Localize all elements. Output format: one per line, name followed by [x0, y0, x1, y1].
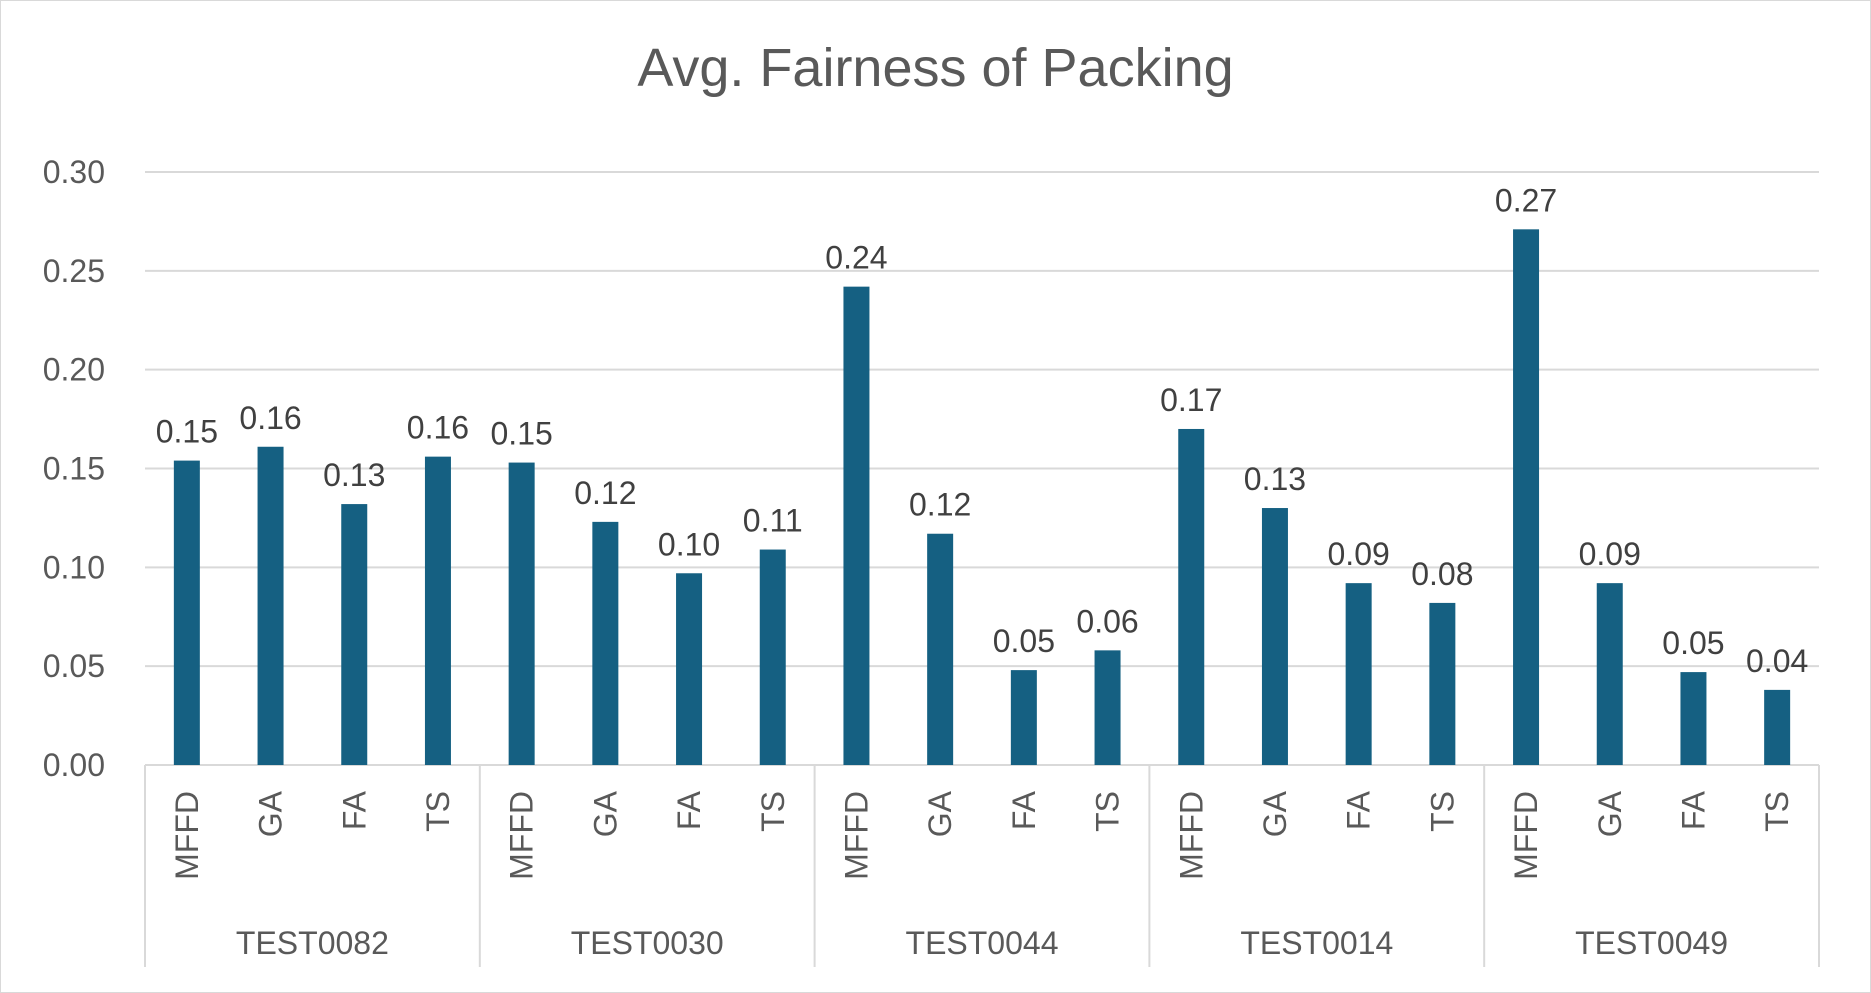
data-label: 0.05 — [993, 623, 1055, 659]
y-tick-label: 0.30 — [43, 154, 105, 190]
bar — [1764, 689, 1791, 765]
data-label: 0.06 — [1076, 603, 1138, 639]
x-tick-label: GA — [1257, 790, 1293, 837]
bar — [173, 460, 200, 765]
bar — [676, 573, 703, 765]
x-tick-label: TS — [420, 791, 456, 832]
data-label: 0.10 — [658, 526, 720, 562]
x-tick-label: TS — [1759, 791, 1795, 832]
data-label: 0.16 — [239, 400, 301, 436]
y-tick-label: 0.25 — [43, 253, 105, 289]
bar — [759, 549, 786, 765]
data-label: 0.09 — [1328, 536, 1390, 572]
data-label: 0.13 — [323, 457, 385, 493]
group-label: TEST0082 — [236, 925, 389, 961]
bar — [341, 504, 368, 765]
data-label: 0.13 — [1244, 461, 1306, 497]
bar — [1680, 672, 1707, 765]
group-label: TEST0044 — [906, 925, 1059, 961]
bar — [1010, 670, 1037, 765]
bar — [927, 533, 954, 765]
x-tick-label: GA — [1592, 790, 1628, 837]
x-tick-label: MFFD — [1173, 791, 1209, 880]
data-label: 0.15 — [491, 416, 553, 452]
group-label: TEST0030 — [571, 925, 724, 961]
x-tick-label: FA — [1006, 790, 1042, 830]
bar — [1596, 583, 1623, 765]
x-tick-label: TS — [755, 791, 791, 832]
x-tick-label: TS — [1090, 791, 1126, 832]
bar — [1094, 650, 1121, 765]
x-tick-label: FA — [671, 790, 707, 830]
x-tick-label: GA — [253, 790, 289, 837]
x-tick-label: FA — [336, 790, 372, 830]
group-label: TEST0049 — [1575, 925, 1728, 961]
bar — [257, 446, 284, 765]
x-tick-label: MFFD — [504, 791, 540, 880]
data-label: 0.08 — [1411, 556, 1473, 592]
y-tick-label: 0.00 — [43, 747, 105, 783]
data-label: 0.05 — [1662, 625, 1724, 661]
bar — [424, 456, 451, 765]
y-tick-label: 0.05 — [43, 648, 105, 684]
x-tick-label: GA — [587, 790, 623, 837]
bar — [1178, 428, 1205, 765]
x-tick-label: MFFD — [1508, 791, 1544, 880]
data-label: 0.09 — [1579, 536, 1641, 572]
data-label: 0.24 — [825, 240, 887, 276]
y-tick-label: 0.10 — [43, 549, 105, 585]
data-label: 0.12 — [909, 487, 971, 523]
bar — [508, 462, 535, 765]
x-tick-label: MFFD — [838, 791, 874, 880]
bar — [1429, 602, 1456, 765]
data-label: 0.16 — [407, 410, 469, 446]
x-tick-label: FA — [1341, 790, 1377, 830]
bar — [1513, 229, 1540, 765]
bar — [1261, 508, 1288, 765]
data-label: 0.11 — [743, 503, 803, 539]
x-tick-label: FA — [1675, 790, 1711, 830]
bar — [843, 286, 870, 765]
data-label: 0.04 — [1746, 643, 1808, 679]
group-label: TEST0014 — [1240, 925, 1393, 961]
bar — [592, 521, 619, 765]
data-label: 0.12 — [574, 475, 636, 511]
x-tick-label: MFFD — [169, 791, 205, 880]
data-label: 0.15 — [156, 414, 218, 450]
x-tick-label: GA — [922, 790, 958, 837]
chart-title: Avg. Fairness of Packing — [637, 38, 1234, 98]
bar — [1345, 583, 1372, 765]
y-tick-label: 0.15 — [43, 451, 105, 487]
y-tick-label: 0.20 — [43, 352, 105, 388]
data-label: 0.27 — [1495, 182, 1557, 218]
data-label: 0.17 — [1160, 382, 1222, 418]
x-tick-label: TS — [1424, 791, 1460, 832]
